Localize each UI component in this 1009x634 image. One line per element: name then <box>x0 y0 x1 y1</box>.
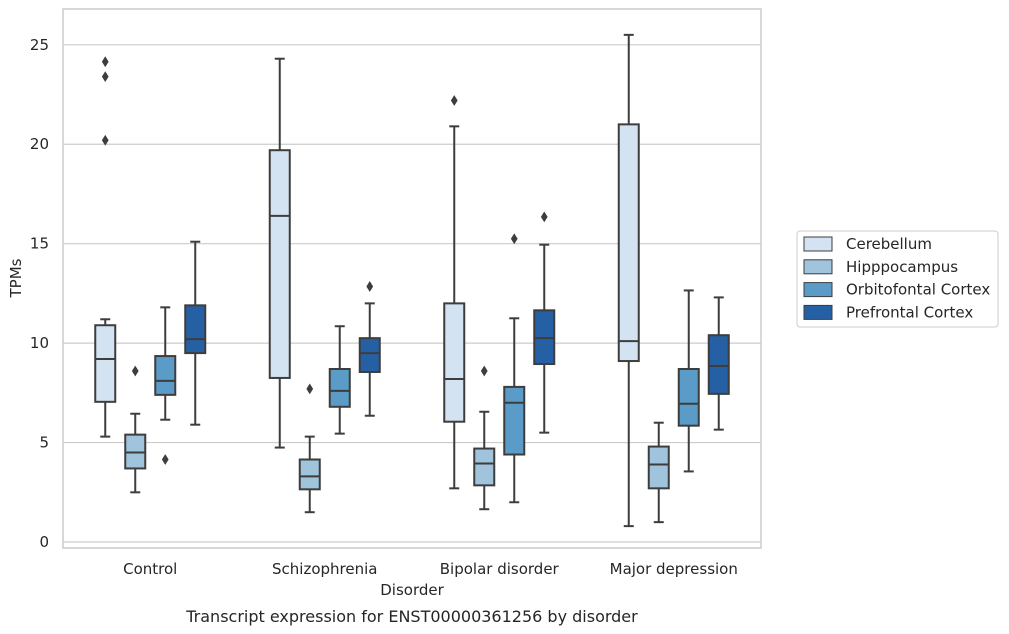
legend-swatch <box>803 304 833 320</box>
legend-swatch <box>803 282 833 298</box>
x-tick-label: Bipolar disorder <box>440 560 560 578</box>
box-iqr <box>154 355 177 396</box>
box-iqr <box>328 367 351 408</box>
box-hipppocampus-3 <box>647 421 670 524</box>
outlier-point <box>450 95 458 106</box>
outlier-point <box>161 454 169 465</box>
outlier-point <box>366 281 374 292</box>
box-cerebellum-3 <box>617 33 640 528</box>
legend: Cerebellum Hipppocampus Orbitofontal Corte… <box>796 230 999 328</box>
box-iqr <box>443 302 466 423</box>
box-prefrontal-cortex-3 <box>707 296 730 431</box>
box-hipppocampus-1 <box>298 383 321 514</box>
box-hipppocampus-2 <box>473 365 496 511</box>
legend-label: Prefrontal Cortex <box>846 303 973 321</box>
box-iqr <box>268 149 291 379</box>
gridlines <box>63 44 761 543</box>
box-iqr <box>358 337 381 373</box>
legend-label: Cerebellum <box>846 235 932 253</box>
box-prefrontal-cortex-1 <box>358 281 381 417</box>
legend-swatch <box>803 259 833 275</box>
box-orbitofontal-cortex-3 <box>677 289 700 473</box>
box-iqr <box>94 324 117 403</box>
outlier-point <box>510 233 518 245</box>
chart-caption: Transcript expression for ENST0000036125… <box>185 607 638 626</box>
box-prefrontal-cortex-0 <box>184 240 207 426</box>
box-cerebellum-0 <box>94 56 117 438</box>
box-orbitofontal-cortex-1 <box>328 325 351 435</box>
outlier-point <box>101 134 109 146</box>
box-orbitofontal-cortex-0 <box>154 306 177 465</box>
legend-frame <box>796 230 999 328</box>
x-tick-label: Major depression <box>610 560 738 578</box>
legend-label: Hipppocampus <box>846 258 958 276</box>
box-cerebellum-2 <box>443 95 466 490</box>
outlier-point <box>480 365 488 377</box>
y-tick-label: 20 <box>30 135 49 153</box>
box-iqr <box>647 445 670 490</box>
box-iqr <box>473 447 496 487</box>
outlier-point <box>101 71 109 83</box>
box-hipppocampus-0 <box>124 365 147 494</box>
box-iqr <box>707 334 730 395</box>
box-prefrontal-cortex-2 <box>533 211 556 434</box>
y-tick-labels: 0 5 10 15 20 25 <box>30 36 49 551</box>
y-tick-label: 5 <box>39 434 49 452</box>
outlier-point <box>540 211 548 223</box>
legend-swatch <box>803 236 833 252</box>
y-tick-label: 25 <box>30 36 49 54</box>
plot-frame <box>62 8 762 549</box>
box-iqr <box>298 458 321 491</box>
legend-label: Orbitofontal Cortex <box>846 281 990 299</box>
box-cerebellum-1 <box>268 57 291 449</box>
y-tick-label: 0 <box>39 533 49 551</box>
box-orbitofontal-cortex-2 <box>503 233 526 504</box>
box-iqr <box>617 123 640 363</box>
box-iqr <box>677 367 700 427</box>
y-tick-label: 15 <box>30 235 49 253</box>
boxes <box>94 33 730 528</box>
outlier-point <box>306 383 314 395</box>
x-axis-label: Disorder <box>380 581 444 599</box>
x-tick-labels: Control Schizophrenia Bipolar disorder Majo… <box>123 560 738 578</box>
box-iqr <box>503 385 526 456</box>
x-tick-label: Control <box>123 560 177 578</box>
outlier-point <box>131 365 139 377</box>
x-tick-label: Schizophrenia <box>272 560 377 578</box>
y-tick-label: 10 <box>30 334 49 352</box>
y-axis-label: TPMs <box>7 258 25 298</box>
outlier-point <box>101 56 109 68</box>
box-iqr <box>184 304 207 355</box>
